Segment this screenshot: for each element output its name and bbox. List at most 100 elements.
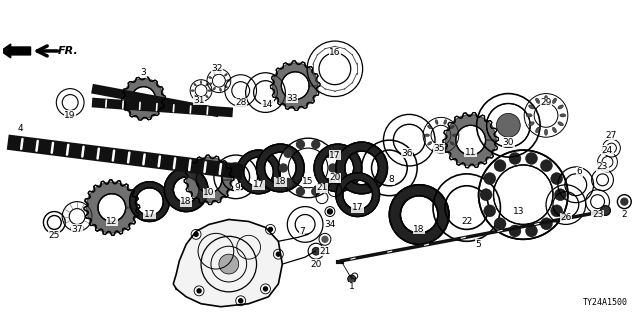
Text: 23: 23 — [592, 210, 604, 219]
Circle shape — [484, 205, 495, 217]
Text: 37: 37 — [72, 225, 83, 234]
Polygon shape — [130, 182, 170, 221]
Ellipse shape — [208, 90, 211, 92]
Ellipse shape — [545, 96, 548, 101]
Ellipse shape — [209, 83, 212, 85]
Text: 20: 20 — [329, 173, 340, 182]
Ellipse shape — [220, 88, 221, 92]
Text: 21: 21 — [316, 183, 328, 192]
Circle shape — [525, 153, 538, 164]
Text: 34: 34 — [324, 220, 335, 229]
Text: 32: 32 — [211, 64, 223, 73]
Ellipse shape — [428, 142, 432, 145]
Text: 18: 18 — [413, 225, 425, 234]
Ellipse shape — [194, 84, 196, 86]
Text: 14: 14 — [262, 100, 273, 109]
Text: 17: 17 — [352, 203, 364, 212]
Text: 17: 17 — [144, 210, 156, 219]
Circle shape — [194, 232, 198, 236]
Text: 5: 5 — [476, 240, 481, 249]
Circle shape — [621, 198, 628, 205]
Text: 17: 17 — [253, 180, 264, 189]
Circle shape — [509, 225, 521, 237]
Circle shape — [284, 179, 292, 187]
Text: 27: 27 — [606, 131, 617, 140]
Circle shape — [480, 189, 492, 201]
Circle shape — [497, 113, 520, 137]
Text: 18: 18 — [275, 177, 286, 186]
Circle shape — [551, 172, 563, 185]
Text: 24: 24 — [602, 146, 613, 155]
Ellipse shape — [536, 98, 540, 104]
Circle shape — [525, 225, 538, 237]
Text: 13: 13 — [513, 207, 524, 216]
Polygon shape — [314, 144, 362, 192]
Text: 21: 21 — [319, 247, 331, 256]
Text: TY24A1500: TY24A1500 — [582, 298, 627, 307]
Circle shape — [348, 275, 356, 283]
Ellipse shape — [560, 114, 566, 117]
Text: 20: 20 — [310, 260, 322, 268]
Ellipse shape — [220, 70, 221, 73]
Circle shape — [324, 149, 332, 157]
Circle shape — [197, 289, 201, 293]
Circle shape — [509, 153, 521, 164]
Circle shape — [239, 299, 243, 303]
Polygon shape — [186, 157, 232, 203]
Circle shape — [268, 228, 273, 231]
Text: 25: 25 — [49, 231, 60, 240]
Ellipse shape — [529, 105, 534, 109]
Ellipse shape — [536, 127, 540, 133]
Polygon shape — [389, 185, 449, 244]
Circle shape — [540, 160, 552, 172]
Text: 6: 6 — [577, 167, 582, 176]
Ellipse shape — [450, 142, 454, 145]
Circle shape — [328, 209, 332, 214]
Text: 1: 1 — [349, 282, 355, 292]
Ellipse shape — [435, 146, 438, 151]
Text: 29: 29 — [540, 98, 552, 107]
Circle shape — [329, 164, 337, 172]
Ellipse shape — [558, 122, 563, 126]
Ellipse shape — [213, 87, 216, 90]
Circle shape — [264, 287, 268, 291]
Ellipse shape — [552, 98, 557, 104]
Polygon shape — [336, 142, 387, 194]
Circle shape — [494, 218, 506, 230]
Ellipse shape — [452, 134, 457, 137]
Ellipse shape — [194, 95, 196, 98]
Ellipse shape — [545, 129, 548, 135]
Text: 3: 3 — [141, 68, 147, 77]
Circle shape — [276, 252, 280, 256]
Polygon shape — [164, 168, 208, 212]
Text: 18: 18 — [180, 197, 192, 206]
Polygon shape — [257, 144, 304, 192]
Text: 26: 26 — [560, 213, 572, 222]
Circle shape — [551, 205, 563, 217]
Ellipse shape — [225, 74, 227, 76]
Ellipse shape — [209, 76, 212, 79]
Text: 31: 31 — [193, 96, 205, 105]
Text: 15: 15 — [302, 177, 314, 186]
Circle shape — [219, 254, 239, 274]
Text: 7: 7 — [300, 227, 305, 236]
Ellipse shape — [558, 105, 563, 109]
Circle shape — [554, 189, 566, 201]
Circle shape — [312, 247, 320, 255]
Text: 28: 28 — [235, 98, 246, 107]
Ellipse shape — [450, 125, 454, 129]
Text: 2: 2 — [621, 210, 627, 219]
Circle shape — [312, 188, 320, 196]
Text: 23: 23 — [597, 163, 608, 172]
Ellipse shape — [213, 71, 216, 74]
Circle shape — [324, 179, 332, 187]
Ellipse shape — [428, 125, 432, 129]
Ellipse shape — [227, 80, 230, 82]
Polygon shape — [445, 115, 496, 166]
Text: 10: 10 — [204, 188, 215, 197]
Circle shape — [494, 160, 506, 172]
Ellipse shape — [200, 98, 202, 100]
Text: 33: 33 — [287, 94, 298, 103]
Polygon shape — [86, 182, 138, 233]
Ellipse shape — [425, 134, 429, 137]
